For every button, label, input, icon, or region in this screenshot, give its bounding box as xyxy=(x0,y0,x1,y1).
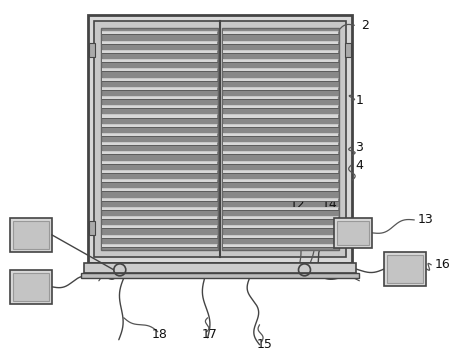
Bar xyxy=(102,114,217,118)
Bar xyxy=(102,152,217,154)
Bar xyxy=(94,21,347,257)
Bar xyxy=(89,43,95,57)
Bar xyxy=(222,207,338,210)
Bar xyxy=(102,96,217,99)
Bar xyxy=(222,216,338,219)
Text: 17: 17 xyxy=(202,328,217,341)
Bar xyxy=(222,78,338,81)
Bar xyxy=(346,221,352,235)
Bar xyxy=(222,152,338,154)
Bar xyxy=(222,161,338,164)
Bar xyxy=(337,221,369,245)
Text: 1: 1 xyxy=(356,93,363,107)
Bar xyxy=(102,32,217,34)
Bar xyxy=(222,124,338,127)
Bar xyxy=(222,41,338,44)
Bar xyxy=(222,198,338,201)
Bar xyxy=(222,59,338,62)
Bar xyxy=(222,179,338,182)
Bar xyxy=(222,32,338,34)
Bar xyxy=(222,105,338,108)
Bar xyxy=(222,50,338,53)
Bar xyxy=(102,244,217,247)
Bar xyxy=(222,28,339,250)
Bar xyxy=(10,218,52,252)
Text: 15: 15 xyxy=(256,338,273,351)
Bar xyxy=(222,114,338,118)
Bar xyxy=(102,142,217,145)
Bar xyxy=(101,28,217,250)
Bar xyxy=(102,216,217,219)
Bar xyxy=(222,225,338,228)
Bar xyxy=(222,170,338,173)
Bar xyxy=(102,179,217,182)
Bar xyxy=(89,221,95,235)
Bar xyxy=(346,43,352,57)
Bar xyxy=(102,105,217,108)
Bar xyxy=(13,221,49,249)
Bar xyxy=(334,218,372,248)
Text: 14: 14 xyxy=(322,199,337,211)
Text: 3: 3 xyxy=(356,141,363,154)
Bar xyxy=(222,234,338,238)
Text: 18: 18 xyxy=(152,328,168,341)
Bar xyxy=(84,263,357,273)
Text: 2: 2 xyxy=(361,19,369,32)
Bar xyxy=(222,142,338,145)
Bar xyxy=(222,188,338,192)
Bar xyxy=(102,161,217,164)
Bar xyxy=(102,68,217,71)
Bar xyxy=(102,133,217,136)
Bar xyxy=(102,225,217,228)
Bar xyxy=(102,198,217,201)
Bar xyxy=(102,87,217,90)
Bar xyxy=(10,270,52,304)
Bar xyxy=(81,273,359,278)
Text: 16: 16 xyxy=(434,258,450,272)
Bar xyxy=(387,255,423,283)
Bar xyxy=(102,207,217,210)
Bar xyxy=(222,96,338,99)
Bar xyxy=(102,59,217,62)
Bar xyxy=(102,188,217,192)
Bar xyxy=(222,68,338,71)
Text: 13: 13 xyxy=(417,213,433,227)
Bar xyxy=(102,234,217,238)
Bar xyxy=(384,252,426,286)
Bar xyxy=(88,15,352,263)
Bar xyxy=(102,50,217,53)
Bar xyxy=(102,170,217,173)
Bar xyxy=(222,133,338,136)
Bar xyxy=(102,41,217,44)
Text: 4: 4 xyxy=(356,159,363,172)
Bar xyxy=(222,87,338,90)
Bar xyxy=(102,78,217,81)
Bar xyxy=(102,124,217,127)
Text: 12: 12 xyxy=(289,199,305,211)
Bar xyxy=(222,244,338,247)
Bar xyxy=(13,273,49,301)
